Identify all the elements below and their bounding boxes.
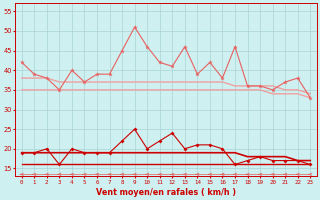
X-axis label: Vent moyen/en rafales ( km/h ): Vent moyen/en rafales ( km/h ) bbox=[96, 188, 236, 197]
